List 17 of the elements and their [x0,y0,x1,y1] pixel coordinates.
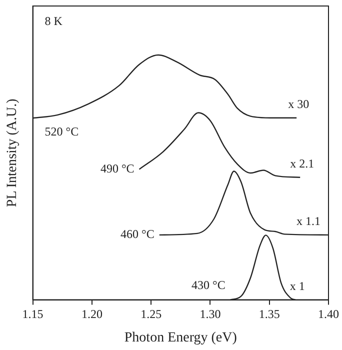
x-tick-label: 1.35 [258,307,280,322]
annotation: x 2.1 [290,156,314,171]
x-tick-label: 1.15 [22,307,44,322]
x-tick-label: 1.40 [318,307,339,322]
series-label: 520 °C [44,124,79,138]
x-tick-label: 1.30 [200,307,221,322]
x-tick-label: 1.20 [81,307,102,322]
annotation: x 1 [290,278,305,293]
series-label: 460 °C [120,227,154,242]
text: 8 K [44,14,63,28]
series-label: 430 °C [192,278,226,292]
x-axis-title: Photon Energy (eV) [124,330,238,346]
y-axis-title: PL Intensity (A.U.) [5,98,20,208]
annotation: x 30 [288,97,310,112]
series-label: 490 °C [100,161,134,176]
annotation: x 1.1 [296,214,320,228]
x-tick-label: 1.25 [140,307,162,322]
